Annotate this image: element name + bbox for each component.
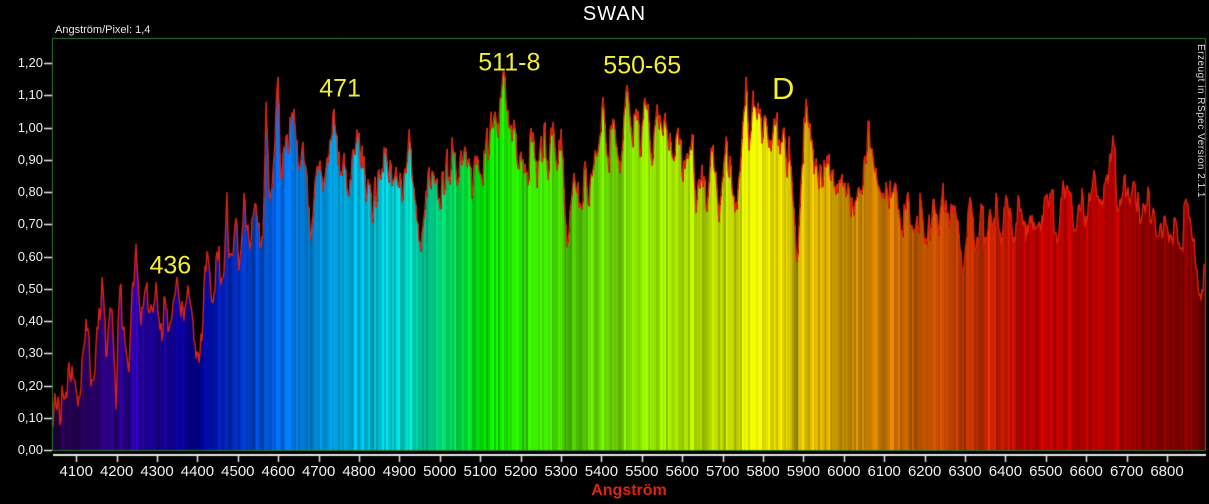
x-tick-label: 6100 <box>867 463 901 480</box>
x-tick-label: 6500 <box>1029 463 1063 480</box>
y-tick-label: 0,60 <box>17 248 43 264</box>
y-tick-label: 1,10 <box>17 87 43 103</box>
x-tick-label: 4200 <box>99 463 134 480</box>
x-tick-label: 6700 <box>1109 463 1144 480</box>
x-axis-title: Angström <box>591 482 667 499</box>
x-tick-label: 6400 <box>988 463 1023 480</box>
x-tick-label: 6000 <box>827 463 861 480</box>
x-tick-label: 6800 <box>1150 463 1184 480</box>
x-tick-label: 5100 <box>463 463 497 480</box>
x-tick-label: 5300 <box>544 463 578 480</box>
y-tick-label: 0,30 <box>17 345 43 361</box>
x-tick-label: 6200 <box>907 463 942 480</box>
y-tick-label: 0,40 <box>17 313 43 328</box>
x-tick-label: 5400 <box>584 463 619 480</box>
x-tick-label: 5700 <box>705 463 740 480</box>
band-annotation: D <box>772 70 795 106</box>
x-tick-label: 5500 <box>625 463 659 480</box>
y-tick-label: 0,00 <box>17 442 43 457</box>
band-annotation: 511-8 <box>478 48 541 77</box>
x-tick-label: 6300 <box>948 463 982 480</box>
page-title: SWAN <box>582 3 647 25</box>
x-tick-label: 6600 <box>1069 463 1103 480</box>
x-tick-label: 4500 <box>221 463 255 480</box>
y-tick-label: 0,10 <box>17 409 43 425</box>
y-tick-label: 0,70 <box>17 216 43 232</box>
angstrom-per-pixel-label: Angström/Pixel: 1,4 <box>55 24 151 36</box>
y-tick-label: 0,20 <box>17 377 43 393</box>
x-tick-label: 4400 <box>180 463 215 480</box>
band-annotation: 436 <box>149 251 192 280</box>
x-tick-label: 4800 <box>342 463 376 480</box>
x-tick-label: 4300 <box>140 463 174 480</box>
band-annotation: 471 <box>319 74 361 103</box>
y-tick-label: 1,20 <box>17 55 43 70</box>
x-tick-label: 5900 <box>786 463 821 480</box>
x-tick-label: 5200 <box>503 463 538 480</box>
x-tick-label: 5600 <box>665 463 699 480</box>
x-tick-label: 4700 <box>301 463 336 480</box>
x-tick-label: 5800 <box>746 463 780 480</box>
y-tick-label: 1,00 <box>17 119 43 135</box>
y-tick-label: 0,80 <box>17 184 43 199</box>
x-tick-label: 5000 <box>423 463 457 480</box>
band-annotation: 550-65 <box>603 51 682 80</box>
x-tick-label: 4600 <box>261 463 295 480</box>
software-watermark: Erzeugt in RSpec Version 2.1.1 <box>1195 44 1206 198</box>
x-tick-label: 4100 <box>59 463 93 480</box>
y-tick-label: 0,50 <box>17 280 43 296</box>
x-tick-label: 4900 <box>382 463 417 480</box>
y-tick-label: 0,90 <box>17 151 43 167</box>
